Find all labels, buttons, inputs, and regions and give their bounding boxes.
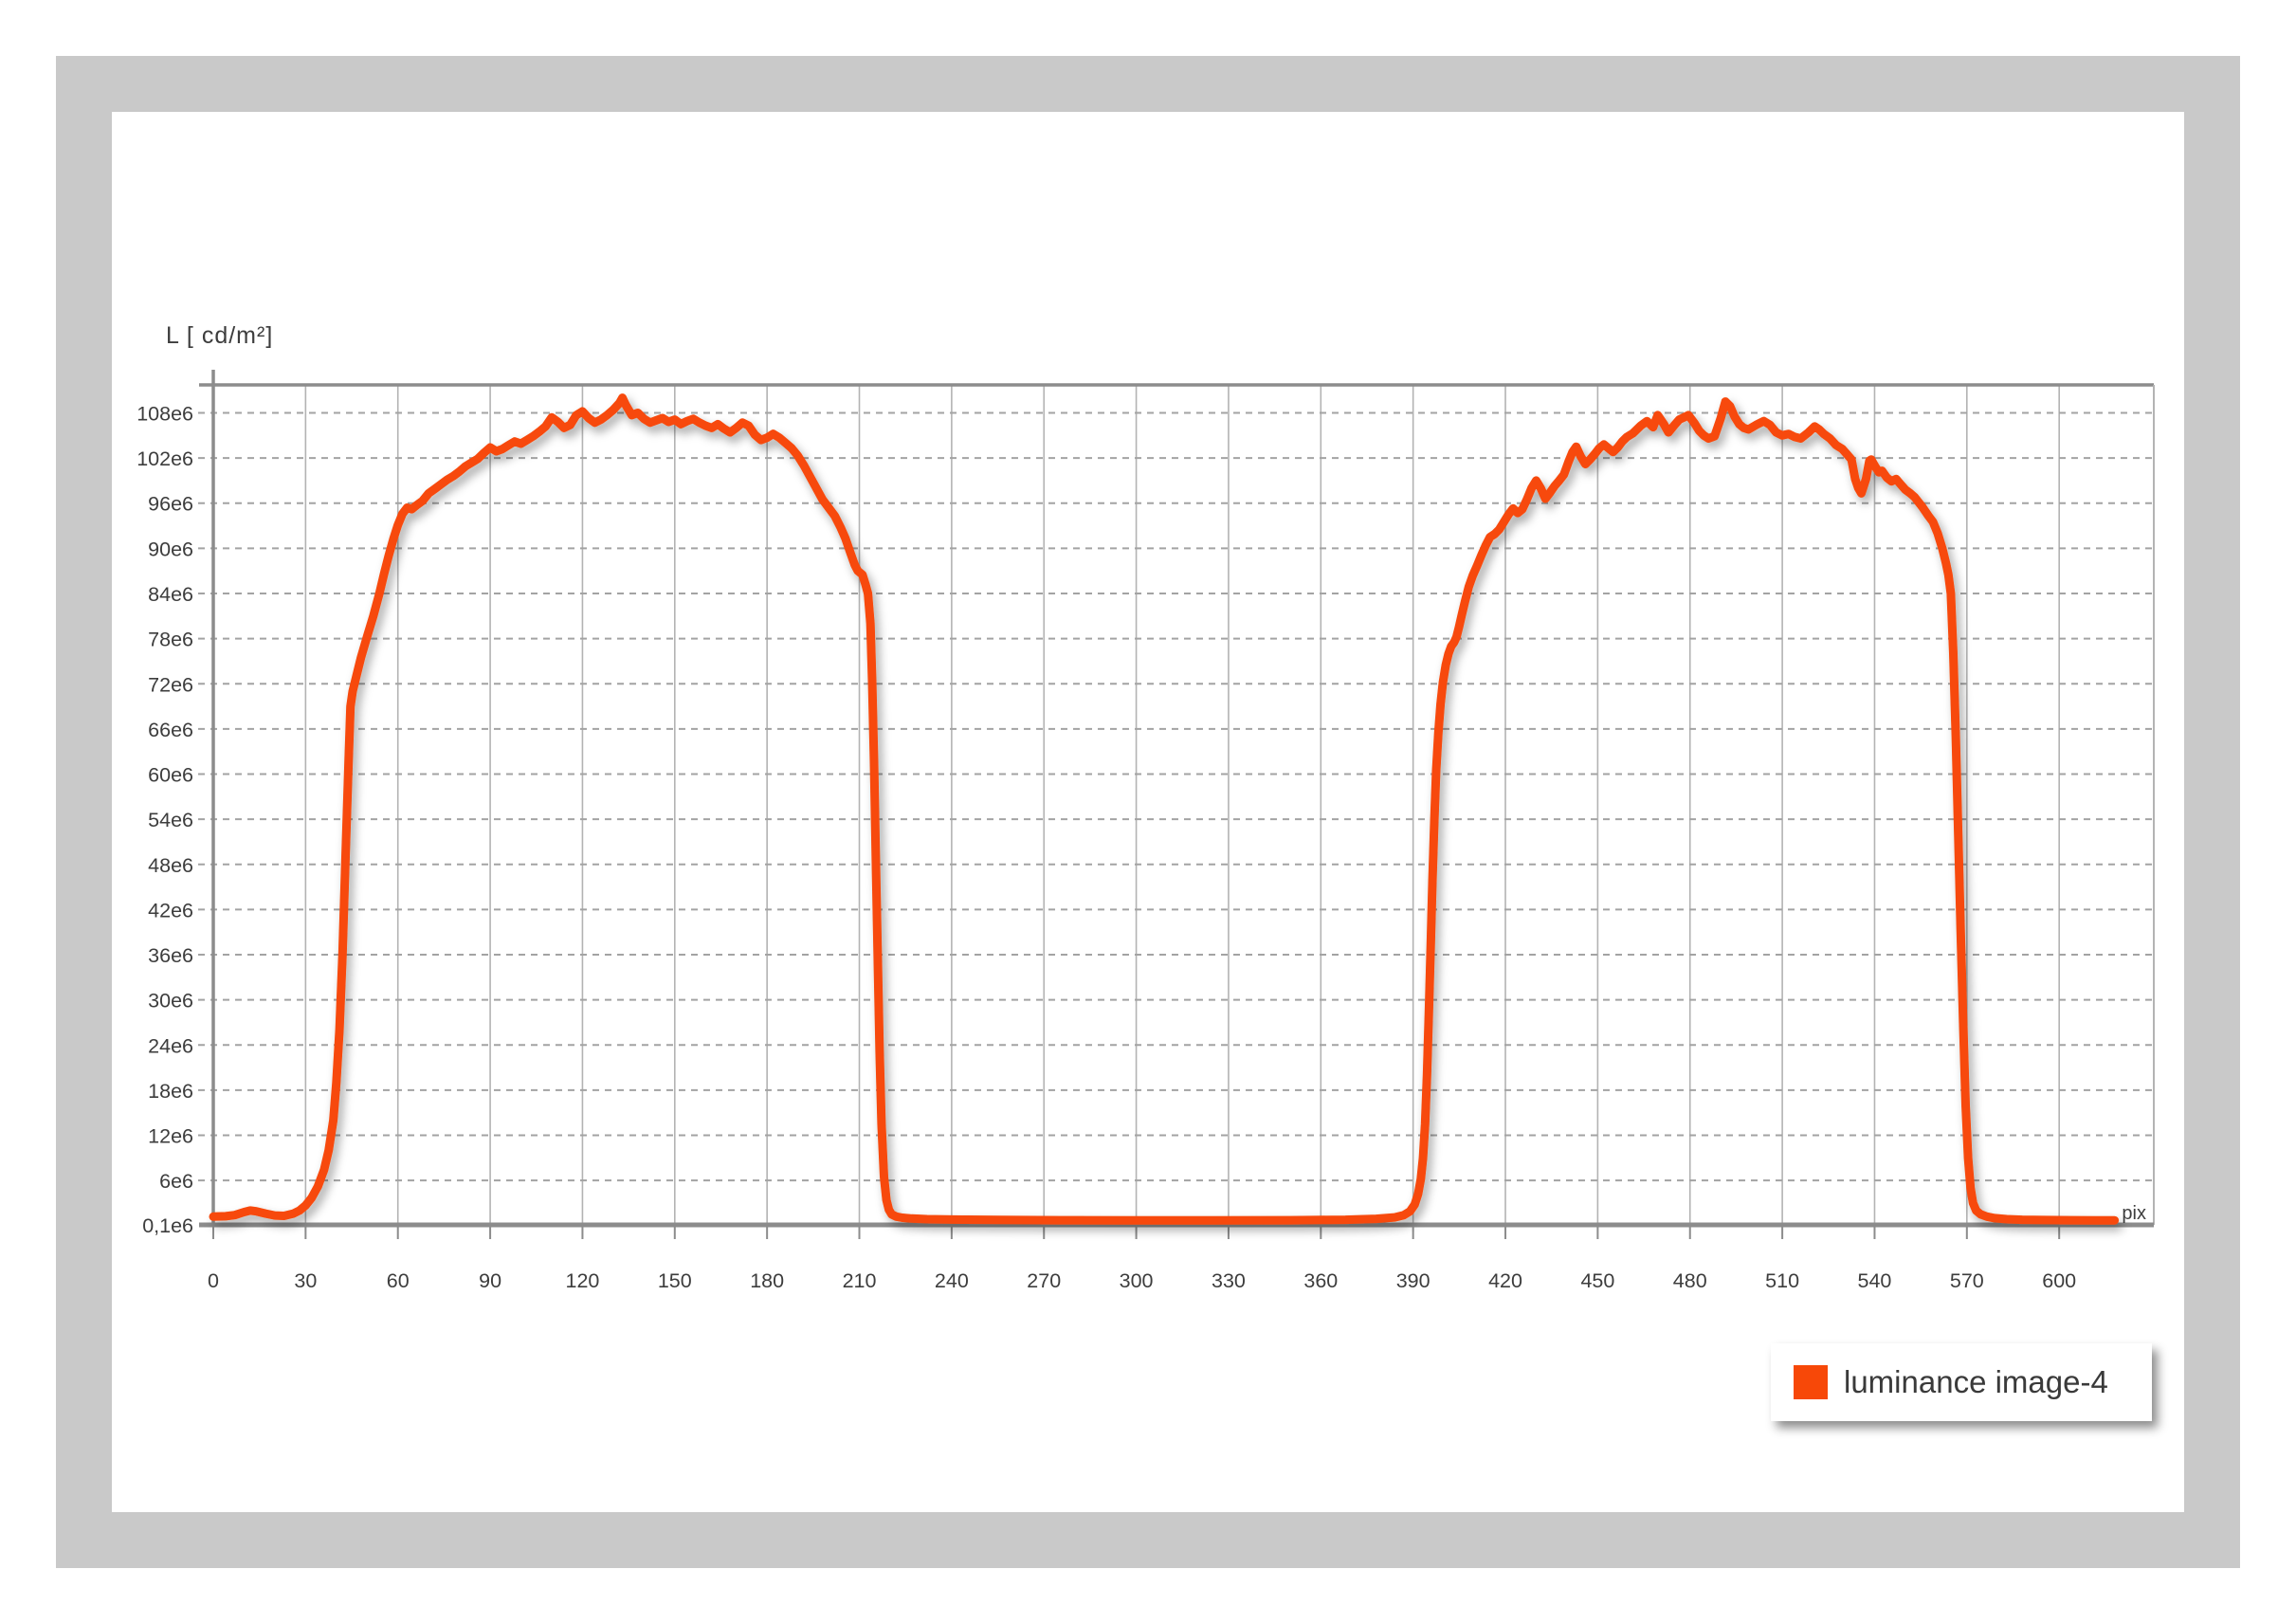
x-tick-label: 90 — [479, 1269, 501, 1292]
chart-panel: 108e6 102e6 96e6 90e6 84e6 78e6 72e6 66e6 60e6 54… — [112, 112, 2184, 1512]
x-tick-label: 600 — [2042, 1269, 2076, 1292]
y-tick-label: 18e6 — [148, 1080, 193, 1103]
y-tick-label: 102e6 — [137, 447, 193, 470]
y-tick-label: 6e6 — [159, 1170, 193, 1193]
y-tick-label: 90e6 — [148, 538, 193, 560]
y-axis-title: L [ cd/m²] — [166, 322, 274, 349]
y-tick-label: 78e6 — [148, 629, 193, 651]
legend-series-label: luminance image-4 — [1844, 1364, 2108, 1399]
y-tick-label: 12e6 — [148, 1125, 193, 1148]
y-tick-label: 48e6 — [148, 854, 193, 877]
y-tick-label: 24e6 — [148, 1034, 193, 1057]
x-tick-label: 240 — [935, 1269, 969, 1292]
y-tick-label: 36e6 — [148, 944, 193, 967]
x-tick-label: 540 — [1858, 1269, 1892, 1292]
x-tick-label: 180 — [750, 1269, 784, 1292]
legend-color-swatch — [1794, 1365, 1828, 1399]
x-tick-label: 120 — [565, 1269, 599, 1292]
y-tick-label: 96e6 — [148, 493, 193, 516]
x-tick-label: 300 — [1120, 1269, 1154, 1292]
x-tick-label: 60 — [387, 1269, 410, 1292]
luminance-profile-chart: 108e6 102e6 96e6 90e6 84e6 78e6 72e6 66e6 60e6 54… — [112, 112, 2184, 1509]
x-tick-label: 450 — [1580, 1269, 1614, 1292]
x-tick-label: 570 — [1950, 1269, 1984, 1292]
chart-canvas: 108e6 102e6 96e6 90e6 84e6 78e6 72e6 66e6 60e6 54… — [137, 370, 2155, 1292]
legend: luminance image-4 — [1771, 1343, 2152, 1421]
x-tick-label: 30 — [294, 1269, 317, 1292]
x-tick-label: 150 — [658, 1269, 692, 1292]
x-tick-label: 210 — [843, 1269, 877, 1292]
y-tick-label: 72e6 — [148, 673, 193, 696]
x-unit-label: pix — [2122, 1203, 2146, 1224]
luminance-curve — [209, 393, 2120, 1225]
y-tick-label: 54e6 — [148, 809, 193, 831]
y-tick-label: 60e6 — [148, 764, 193, 787]
y-tick-label: 66e6 — [148, 719, 193, 741]
x-tick-label: 330 — [1212, 1269, 1246, 1292]
x-tick-label: 360 — [1303, 1269, 1338, 1292]
y-tick-label: 0,1e6 — [142, 1214, 193, 1237]
x-tick-label: 270 — [1027, 1269, 1061, 1292]
x-tick-label: 420 — [1488, 1269, 1522, 1292]
y-tick-label: 30e6 — [148, 990, 193, 1013]
x-tick-label: 390 — [1396, 1269, 1430, 1292]
y-tick-label: 108e6 — [137, 402, 193, 425]
x-tick-label: 510 — [1765, 1269, 1799, 1292]
x-tick-label: 0 — [208, 1269, 219, 1292]
y-tick-label: 84e6 — [148, 583, 193, 606]
y-tick-label: 42e6 — [148, 899, 193, 921]
x-tick-label: 480 — [1673, 1269, 1707, 1292]
